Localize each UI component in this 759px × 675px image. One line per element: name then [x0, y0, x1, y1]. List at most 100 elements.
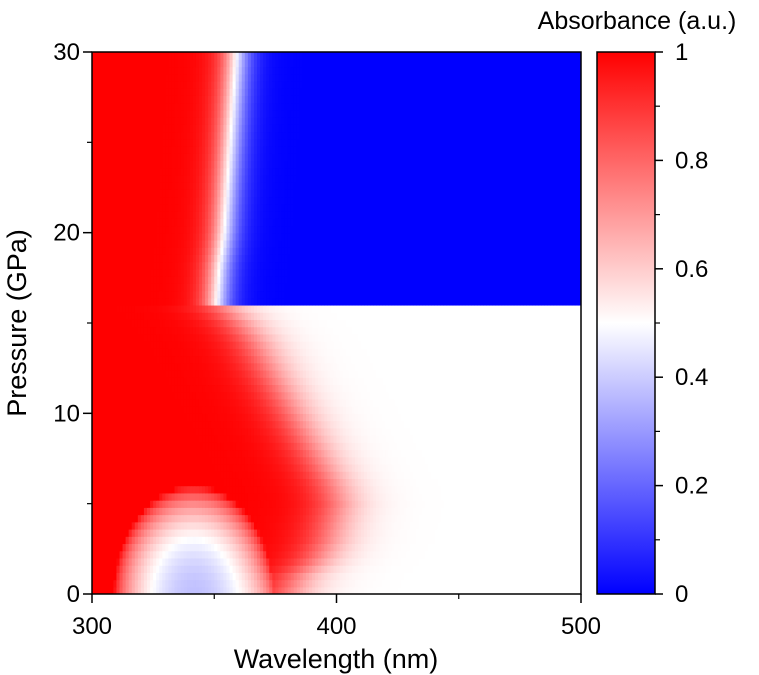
heatmap-cell: [98, 557, 102, 566]
heatmap-cell: [315, 449, 319, 458]
heatmap-cell: [406, 456, 411, 465]
heatmap-cell: [278, 485, 283, 494]
heatmap-cell: [397, 528, 402, 537]
heatmap-cell: [562, 442, 567, 451]
heatmap-cell: [278, 514, 283, 523]
heatmap-cell: [544, 536, 548, 545]
heatmap-cell: [229, 478, 234, 487]
heatmap-cell: [565, 507, 570, 516]
heatmap-cell: [486, 521, 490, 530]
heatmap-cell: [547, 579, 552, 588]
heatmap-cell: [443, 478, 448, 487]
heatmap-cell: [571, 485, 576, 494]
heatmap-cell: [434, 463, 438, 472]
heatmap-cell: [315, 565, 319, 573]
heatmap-cell: [263, 572, 267, 581]
heatmap-cell: [565, 521, 570, 530]
heatmap-cell: [98, 456, 102, 465]
heatmap-cell: [544, 586, 548, 594]
heatmap-cell: [486, 557, 490, 566]
heatmap-cell: [257, 456, 261, 465]
heatmap-cell: [290, 514, 295, 523]
heatmap-cell: [556, 536, 561, 545]
heatmap-cell: [208, 463, 212, 472]
heatmap-cell: [571, 572, 576, 581]
heatmap-cell: [293, 528, 298, 537]
heatmap-cell: [452, 586, 457, 594]
heatmap-cell: [574, 528, 579, 537]
heatmap-cell: [290, 557, 295, 566]
heatmap-cell: [315, 442, 319, 451]
heatmap-cell: [394, 543, 399, 552]
heatmap-cell: [315, 507, 319, 516]
heatmap-cell: [400, 565, 405, 573]
heatmap-cell: [296, 550, 301, 559]
heatmap-cell: [223, 463, 228, 472]
heatmap-cell: [104, 565, 108, 573]
heatmap-cell: [140, 557, 145, 566]
heatmap-cell: [195, 550, 200, 559]
heatmap-cell: [431, 550, 435, 559]
heatmap-cell: [492, 442, 497, 451]
heatmap-cell: [394, 442, 399, 451]
heatmap-cell: [275, 536, 280, 545]
heatmap-cell: [461, 500, 466, 508]
heatmap-cell: [223, 500, 228, 508]
heatmap-cell: [550, 528, 555, 537]
heatmap-cell: [550, 536, 555, 545]
heatmap-cell: [134, 514, 139, 523]
heatmap-cell: [186, 528, 191, 537]
heatmap-cell: [541, 579, 545, 588]
heatmap-cell: [464, 471, 469, 479]
heatmap-cell: [189, 449, 194, 458]
heatmap-cell: [275, 550, 280, 559]
heatmap-cell: [165, 442, 170, 451]
heatmap-cell: [192, 442, 197, 451]
heatmap-cell: [174, 435, 179, 443]
heatmap-cell: [379, 463, 383, 472]
heatmap-cell: [345, 565, 350, 573]
heatmap-cell: [434, 565, 438, 573]
heatmap-cell: [226, 514, 231, 523]
heatmap-cell: [394, 514, 399, 523]
heatmap-cell: [394, 485, 399, 494]
heatmap-cell: [229, 528, 234, 537]
heatmap-cell: [477, 572, 481, 581]
heatmap-cell: [107, 528, 111, 537]
heatmap-cell: [483, 586, 487, 594]
heatmap-cell: [250, 557, 255, 566]
heatmap-cell: [449, 572, 454, 581]
heatmap-cell: [452, 536, 457, 545]
heatmap-cell: [489, 449, 493, 458]
heatmap-cell: [519, 507, 524, 516]
heatmap-cell: [498, 500, 503, 508]
heatmap-cell: [165, 478, 170, 487]
heatmap-cell: [244, 543, 249, 552]
heatmap-cell: [461, 543, 466, 552]
heatmap-cell: [186, 500, 191, 508]
heatmap-cell: [110, 514, 114, 523]
heatmap-cell: [147, 586, 151, 594]
heatmap-cell: [263, 492, 267, 501]
heatmap-cell: [92, 550, 96, 559]
heatmap-cell: [541, 514, 545, 523]
heatmap-cell: [278, 463, 283, 472]
heatmap-cell: [525, 463, 530, 472]
heatmap-cell: [379, 442, 383, 451]
heatmap-cell: [522, 543, 527, 552]
heatmap-cell: [565, 550, 570, 559]
heatmap-cell: [281, 500, 286, 508]
heatmap-cell: [367, 557, 371, 566]
heatmap-cell: [278, 442, 283, 451]
heatmap-cell: [522, 492, 527, 501]
heatmap-cell: [177, 550, 182, 559]
heatmap-cell: [122, 478, 127, 487]
heatmap-cell: [431, 463, 435, 472]
heatmap-cell: [452, 550, 457, 559]
heatmap-cell: [382, 543, 386, 552]
heatmap-cell: [192, 543, 197, 552]
heatmap-cell: [574, 572, 579, 581]
heatmap-cell: [92, 514, 96, 523]
heatmap-cell: [293, 586, 298, 594]
heatmap-cell: [312, 550, 316, 559]
